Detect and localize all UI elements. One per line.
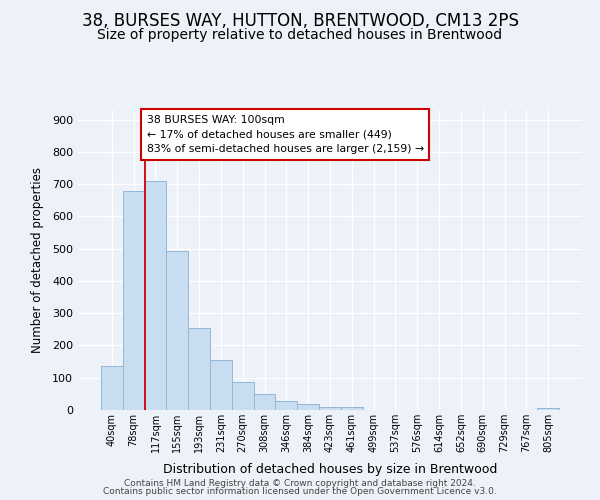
Text: Contains public sector information licensed under the Open Government Licence v3: Contains public sector information licen… [103, 487, 497, 496]
Text: Size of property relative to detached houses in Brentwood: Size of property relative to detached ho… [97, 28, 503, 42]
Bar [101, 366, 123, 410]
Bar [537, 408, 559, 410]
Bar [188, 328, 210, 410]
Text: 38, BURSES WAY, HUTTON, BRENTWOOD, CM13 2PS: 38, BURSES WAY, HUTTON, BRENTWOOD, CM13 … [82, 12, 518, 30]
X-axis label: Distribution of detached houses by size in Brentwood: Distribution of detached houses by size … [163, 464, 497, 476]
Bar [166, 252, 188, 410]
Bar [341, 407, 363, 410]
Bar [123, 190, 145, 410]
Bar [319, 407, 341, 410]
Text: 38 BURSES WAY: 100sqm
← 17% of detached houses are smaller (449)
83% of semi-det: 38 BURSES WAY: 100sqm ← 17% of detached … [147, 115, 424, 154]
Bar [297, 404, 319, 410]
Y-axis label: Number of detached properties: Number of detached properties [31, 167, 44, 353]
Text: Contains HM Land Registry data © Crown copyright and database right 2024.: Contains HM Land Registry data © Crown c… [124, 478, 476, 488]
Bar [145, 181, 166, 410]
Bar [275, 400, 297, 410]
Bar [254, 394, 275, 410]
Bar [210, 360, 232, 410]
Bar [232, 382, 254, 410]
